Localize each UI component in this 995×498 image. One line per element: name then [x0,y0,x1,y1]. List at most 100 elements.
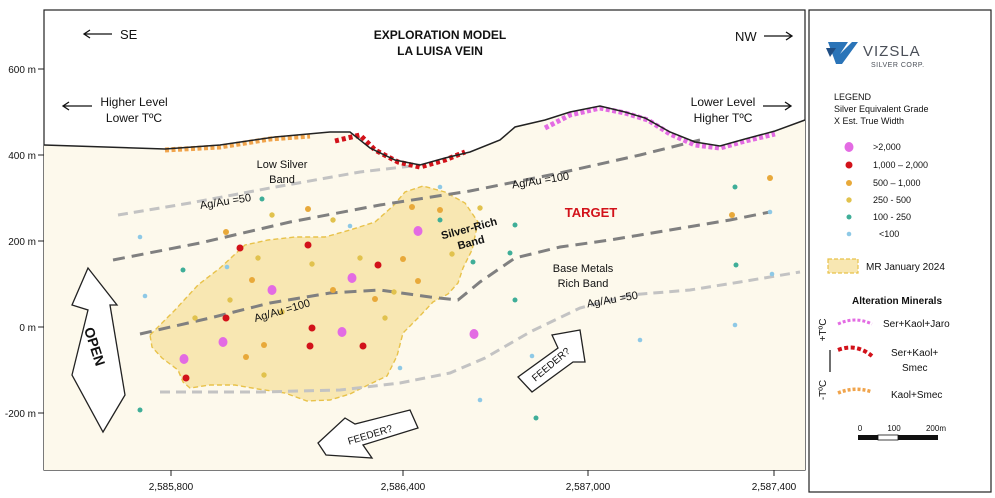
temp-low-label: -TºC [818,380,829,400]
temp-high-label: +TºC [818,319,829,342]
corner-left-line2: Lower TºC [106,111,163,125]
legend-grade-item: 1,000 – 2,000 [845,160,928,170]
mr-swatch [827,258,859,274]
grade-swatch [844,142,854,152]
grade-dot-500-1000 [249,277,255,283]
grade-dot-100-250 [180,267,186,273]
grade-dot-1000-2000 [306,342,314,350]
logo-mark-icon [828,42,858,64]
grade-dot-500-1000 [243,354,249,360]
logo-mark-icon [826,48,836,57]
grade-dot-lt100 [142,293,148,299]
grade-dot-gt2000 [413,226,423,236]
drill-intercepts [137,175,775,421]
x-tick-label: 2,586,400 [381,482,426,493]
grade-dot-250-500 [357,255,363,261]
arrow-left-icon [61,101,92,111]
grade-dot-lt100 [347,223,353,229]
legend-title-line: Silver Equivalent Grade [834,104,929,114]
grade-swatch [846,180,852,186]
grade-dot-250-500 [269,212,275,218]
corner-left: Higher Level Lower TºC [61,95,168,125]
feeder-arrow-bottom [317,409,419,459]
grade-dot-gt2000 [469,329,479,339]
temperature-axis: +TºC -TºC [818,319,831,400]
grade-dot-500-1000 [261,342,267,348]
legend-alteration-item: Kaol+Smec [837,387,942,401]
alteration-swatch [837,387,873,395]
legend-panel: VIZSLA SILVER CORP. LEGEND Silver Equiva… [808,9,992,493]
grade-dot-lt100 [637,337,643,343]
scale-label: 100 [887,424,901,433]
arrow-right-icon [764,31,794,41]
direction-se-label: SE [120,27,138,42]
legend-title-line: X Est. True Width [834,116,904,126]
grade-dot-500-1000 [372,296,378,302]
grade-dot-250-500 [255,255,261,261]
grade-dot-1000-2000 [308,324,316,332]
grade-dot-250-500 [192,315,198,321]
feeder-arrow-right [517,329,586,393]
y-tick-label: 200 m [8,237,36,248]
grade-dot-100-250 [437,217,443,223]
grade-label: 1,000 – 2,000 [873,160,928,170]
arrow-left-icon [82,29,112,39]
mr-label: MR January 2024 [866,262,945,273]
grade-dot-1000-2000 [374,261,382,269]
grade-dot-lt100 [224,264,230,270]
grade-dot-gt2000 [337,327,347,337]
legend-alteration-item: Ser+Kaol+Jaro [837,318,950,330]
grade-swatch [846,231,852,237]
corner-right: Lower Level Higher TºC [691,95,793,125]
grade-dot-lt100 [769,271,775,277]
corner-left-line1: Higher Level [100,95,167,109]
grade-dot-500-1000 [415,278,421,284]
alteration-swatch [837,318,873,326]
legend-grade-item: 100 - 250 [846,212,911,222]
grade-dot-100-250 [259,196,265,202]
corner-right-line1: Lower Level [691,95,756,109]
grade-label: 250 - 500 [873,195,911,205]
base-metals-label-line1: Base Metals [553,263,614,275]
grade-dot-1000-2000 [222,314,230,322]
grade-dot-100-250 [470,259,476,265]
y-axis: 600 m 400 m 200 m 0 m -200 m [5,65,44,420]
x-axis: 2,585,800 2,586,400 2,587,000 2,587,400 [149,470,797,493]
grade-dot-100-250 [732,184,738,190]
legend-grade-item: <100 [846,229,899,239]
y-tick-label: 0 m [19,323,36,334]
grade-dot-lt100 [529,353,535,359]
vizsla-logo: VIZSLA SILVER CORP. [826,42,924,69]
legend-grade-item: 250 - 500 [846,195,911,205]
grade-label: >2,000 [873,142,901,152]
grade-dot-1000-2000 [359,342,367,350]
target-label: TARGET [565,205,618,220]
grade-dot-100-250 [137,407,143,413]
grade-dot-250-500 [279,309,285,315]
grade-dot-100-250 [512,297,518,303]
grade-swatch [846,197,852,203]
ratio-line-right-50 [160,270,801,394]
alteration-swatch [837,345,874,358]
alteration-label: Smec [902,363,928,374]
direction-se: SE [82,27,138,42]
alteration-ser-kaol-smec-line [334,132,466,170]
grade-dot-250-500 [449,251,455,257]
grade-swatch [846,214,852,220]
grade-dot-1000-2000 [236,244,244,252]
scale-label: 200m [926,424,946,433]
x-tick-label: 2,587,000 [566,482,611,493]
alteration-label: Ser+Kaol+ [891,348,938,359]
grade-dot-250-500 [261,372,267,378]
direction-nw-label: NW [735,29,757,44]
legend-grade-item: 500 – 1,000 [846,178,921,188]
ratio-line-inner-100 [139,210,771,336]
corner-right-line2: Higher TºC [694,111,753,125]
alteration-label: Kaol+Smec [891,390,942,401]
grade-dot-lt100 [137,234,143,240]
direction-nw: NW [735,29,794,44]
grade-dot-100-250 [507,250,513,256]
grade-dot-500-1000 [767,175,773,181]
low-silver-label-line1: Low Silver [257,159,308,171]
legend-mr-item: MR January 2024 [827,258,945,274]
